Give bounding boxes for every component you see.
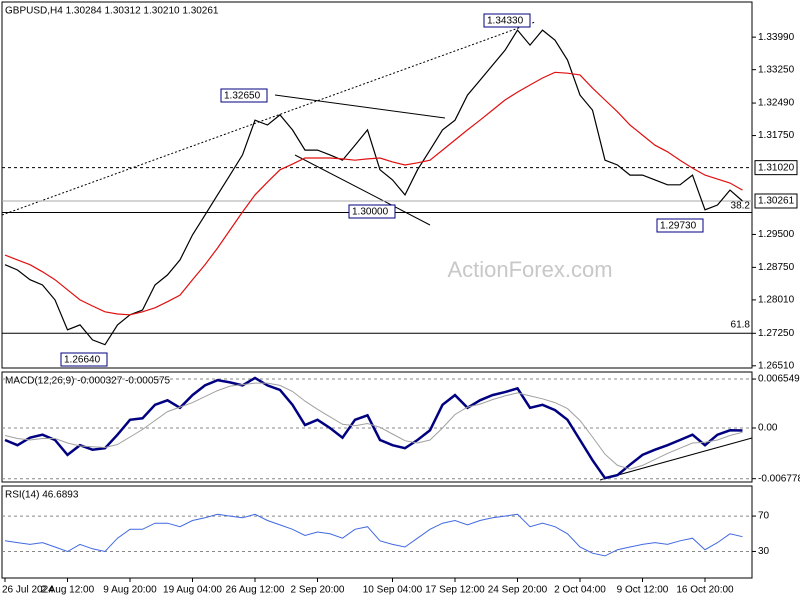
level-label-box: [754, 193, 798, 209]
annotation-box: [483, 13, 531, 28]
x-tick-label: 9 Oct 12:00: [617, 585, 669, 596]
y-tick-label: 30: [758, 546, 770, 557]
x-tick-label: 16 Oct 20:00: [676, 585, 734, 596]
level-label: 1.30261: [758, 196, 795, 207]
x-tick-label: 10 Sep 04:00: [363, 585, 423, 596]
level-label: 1.31020: [758, 162, 795, 173]
y-tick-label: 1.28750: [758, 262, 795, 273]
x-tick-label: 26 Aug 12:00: [226, 585, 285, 596]
watermark: ActionForex.com: [447, 257, 612, 282]
annotation-box: [656, 218, 704, 233]
series-line: [4, 376, 743, 480]
annotation: 1.30000: [352, 207, 389, 218]
annotation-box: [60, 352, 108, 367]
annotation-box: [220, 88, 268, 103]
x-tick-label: 24 Sep 20:00: [488, 585, 548, 596]
series-line: [4, 513, 743, 557]
annotation-box: [348, 204, 396, 219]
fib-label: 61.8: [731, 320, 751, 331]
y-tick-label: 70: [758, 511, 770, 522]
trendline: [274, 94, 446, 119]
y-tick-label: 0.00: [758, 423, 778, 434]
y-tick-label: 1.28010: [758, 295, 795, 306]
trendline: [1, 21, 536, 216]
x-tick-label: 2 Aug 12:00: [41, 585, 95, 596]
fib-label: 38.2: [731, 201, 751, 212]
y-tick-label: 1.31750: [758, 130, 795, 141]
series-line: [4, 382, 743, 470]
x-tick-label: 17 Sep 12:00: [425, 585, 485, 596]
series-line: [4, 71, 743, 316]
y-tick-label: 1.29500: [758, 229, 795, 240]
annotation: 1.26640: [64, 355, 101, 366]
panel: [1, 371, 753, 483]
panel-title: MACD(12,26,9) -0.000327 -0.000575: [5, 376, 171, 387]
series-line: [4, 29, 743, 346]
annotation: 1.34330: [487, 16, 524, 27]
annotation: 1.29730: [660, 221, 697, 232]
y-tick-label: -0.006778: [758, 473, 800, 484]
x-tick-label: 2 Oct 04:00: [554, 585, 606, 596]
annotation: 1.32650: [224, 91, 261, 102]
y-tick-label: 1.33990: [758, 32, 795, 43]
x-tick-label: 26 Jul 2024: [2, 585, 54, 596]
x-tick-label: 19 Aug 04:00: [163, 585, 222, 596]
y-tick-label: 1.26510: [758, 360, 795, 371]
x-tick-label: 9 Aug 20:00: [103, 585, 157, 596]
x-tick-label: 2 Sep 20:00: [291, 585, 345, 596]
trendline: [599, 437, 753, 481]
y-tick-label: 0.006549: [758, 374, 800, 385]
trendline: [294, 154, 431, 226]
panel-title: RSI(14) 46.6893: [5, 490, 79, 501]
y-tick-label: 1.32490: [758, 98, 795, 109]
panel: [1, 1, 753, 369]
y-tick-label: 1.33250: [758, 64, 795, 75]
panel-title: GBPUSD,H4 1.30284 1.30312 1.30210 1.3026…: [5, 6, 219, 17]
panel: [1, 485, 753, 579]
level-label-box: [754, 160, 798, 176]
y-tick-label: 1.27250: [758, 328, 795, 339]
